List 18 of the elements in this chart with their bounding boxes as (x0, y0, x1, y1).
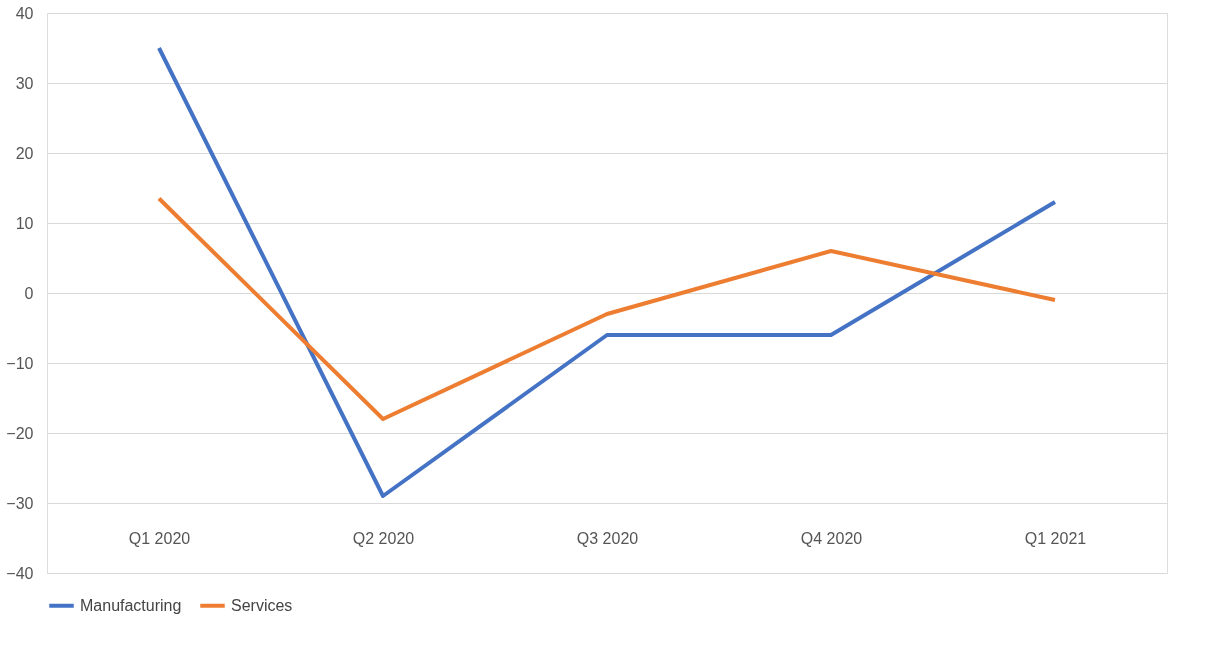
x-tick-label: Q1 2020 (128, 529, 191, 547)
y-tick-label: −40 (6, 564, 34, 582)
line-series (157, 46, 1057, 498)
x-tick-label: Q3 2020 (576, 529, 639, 547)
y-tick-label: −30 (6, 494, 34, 512)
legend-label: Services (231, 596, 293, 614)
y-tick-label: 20 (15, 144, 34, 162)
y-tick-label: −10 (6, 354, 34, 372)
y-tick-label: 0 (24, 284, 34, 302)
x-tick-label: Q4 2020 (800, 529, 863, 547)
line-series (157, 196, 1057, 421)
y-tick-label: 30 (15, 74, 34, 92)
x-tick-label: Q2 2020 (352, 529, 415, 547)
y-tick-label: −20 (6, 424, 34, 442)
y-tick-label: 40 (15, 4, 34, 22)
legend-label: Manufacturing (80, 596, 182, 614)
x-tick-label: Q1 2021 (1024, 529, 1087, 547)
y-tick-label: 10 (15, 214, 34, 232)
